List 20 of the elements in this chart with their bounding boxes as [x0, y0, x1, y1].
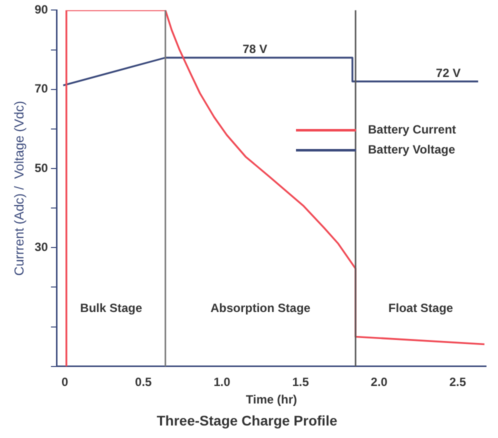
legend-label: Battery Current: [368, 122, 456, 137]
annotation: Bulk Stage: [80, 301, 143, 316]
x-tick-label: 2.0: [370, 374, 388, 389]
y-axis-title: Currrent (Adc) / Voltage (Vdc): [11, 100, 26, 276]
annotation: 72 V: [436, 66, 461, 80]
y-tick-label: 50: [34, 160, 48, 175]
x-tick-label: 0.5: [135, 374, 152, 389]
y-tick-label: 90: [34, 2, 48, 17]
x-tick-label: 2.5: [449, 374, 466, 389]
annotation: Absorption Stage: [210, 301, 311, 316]
annotation: Float Stage: [388, 301, 454, 316]
annotation: 78 V: [242, 42, 268, 56]
x-tick-label: 0: [61, 374, 68, 389]
y-tick-label: 30: [34, 240, 48, 254]
x-axis-title: Time (hr): [246, 392, 298, 406]
y-tick-label: 70: [34, 82, 48, 96]
text: Three-Stage Charge Profile: [156, 412, 338, 428]
x-tick-label: 1.5: [292, 374, 310, 389]
x-tick-label: 1.0: [214, 374, 231, 389]
legend-label: Battery Voltage: [368, 142, 456, 157]
